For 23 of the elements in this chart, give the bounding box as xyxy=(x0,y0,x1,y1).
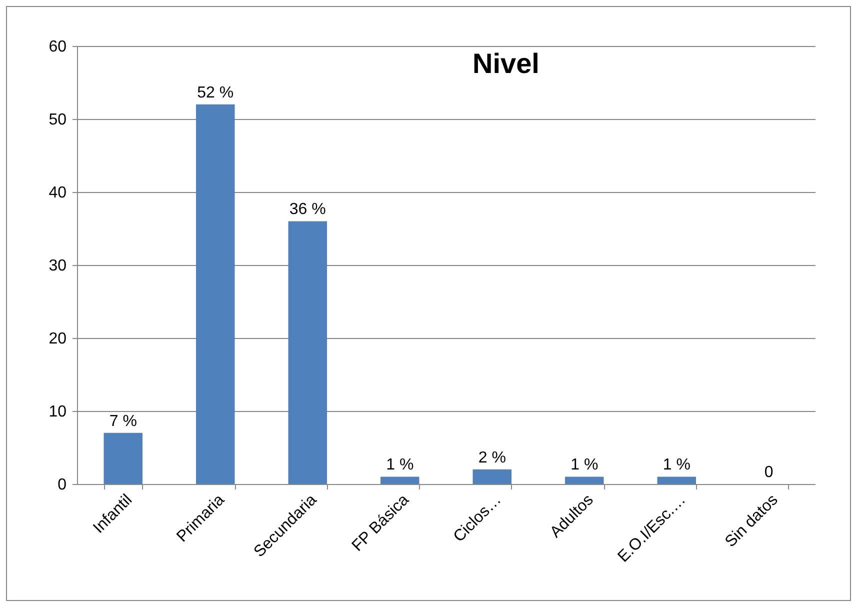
bar xyxy=(472,469,512,484)
chart-title: Nivel xyxy=(472,48,540,79)
bar xyxy=(104,432,142,484)
y-tick-label: 40 xyxy=(48,184,67,202)
bar xyxy=(565,476,604,484)
data-label: 1 % xyxy=(662,456,690,474)
data-label: 0 xyxy=(764,464,774,481)
data-label: 1 % xyxy=(570,456,598,474)
y-tick-label: 30 xyxy=(48,258,67,274)
data-label: 2 % xyxy=(478,449,506,466)
y-tick-label: 10 xyxy=(48,404,67,420)
data-label: 36 % xyxy=(289,201,326,218)
bar xyxy=(196,104,235,484)
bar xyxy=(380,476,420,484)
y-tick-label: 20 xyxy=(48,330,67,348)
data-label: 52 % xyxy=(197,84,234,102)
y-tick-label: 60 xyxy=(48,38,67,56)
bar xyxy=(288,221,327,484)
bar xyxy=(657,476,696,484)
y-tick-label: 0 xyxy=(58,476,67,494)
data-label: 7 % xyxy=(109,412,137,430)
y-tick-label: 50 xyxy=(48,112,67,128)
data-label: 1 % xyxy=(386,456,414,474)
